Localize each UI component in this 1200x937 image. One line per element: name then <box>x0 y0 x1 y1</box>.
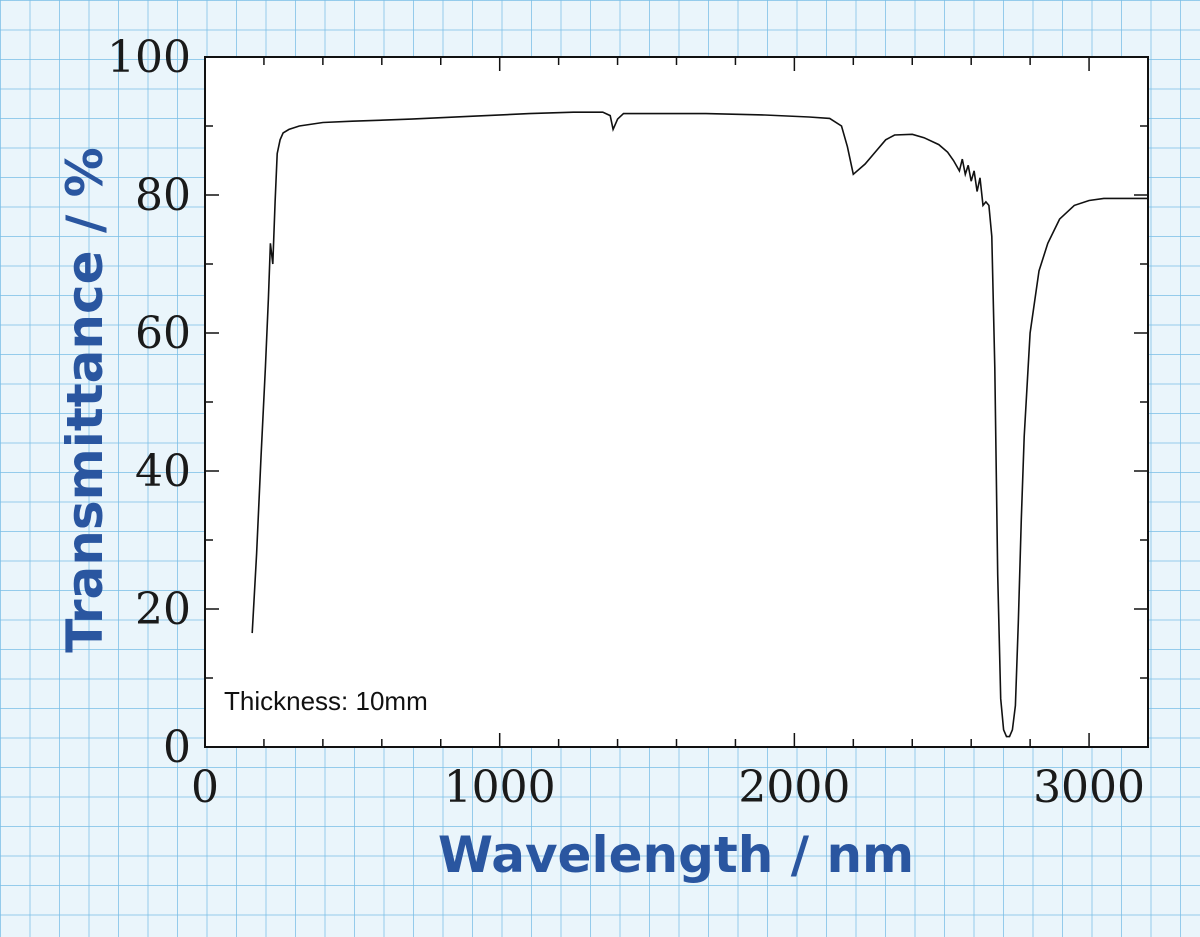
axis-ticks <box>204 56 1149 748</box>
y-tick-label: 60 <box>135 308 191 359</box>
transmittance-series-line <box>251 111 1148 738</box>
y-axis-title: Transmittance / % <box>56 147 114 652</box>
x-axis-title: Wavelength / nm <box>438 826 914 884</box>
y-tick-label: 100 <box>107 32 191 83</box>
thickness-annotation: Thickness: 10mm <box>224 686 428 716</box>
y-tick-label: 0 <box>163 722 191 773</box>
tick-labels: 0 1000 2000 3000 0 20 40 60 80 100 <box>107 32 1145 813</box>
y-tick-label: 80 <box>135 170 191 221</box>
plot-frame <box>204 56 1149 748</box>
plot-area <box>205 57 1148 747</box>
x-tick-label: 2000 <box>738 762 850 813</box>
x-tick-label: 1000 <box>444 762 556 813</box>
y-tick-label: 20 <box>135 584 191 635</box>
y-tick-label: 40 <box>135 446 191 497</box>
x-tick-label: 0 <box>191 762 219 813</box>
x-tick-label: 3000 <box>1033 762 1145 813</box>
